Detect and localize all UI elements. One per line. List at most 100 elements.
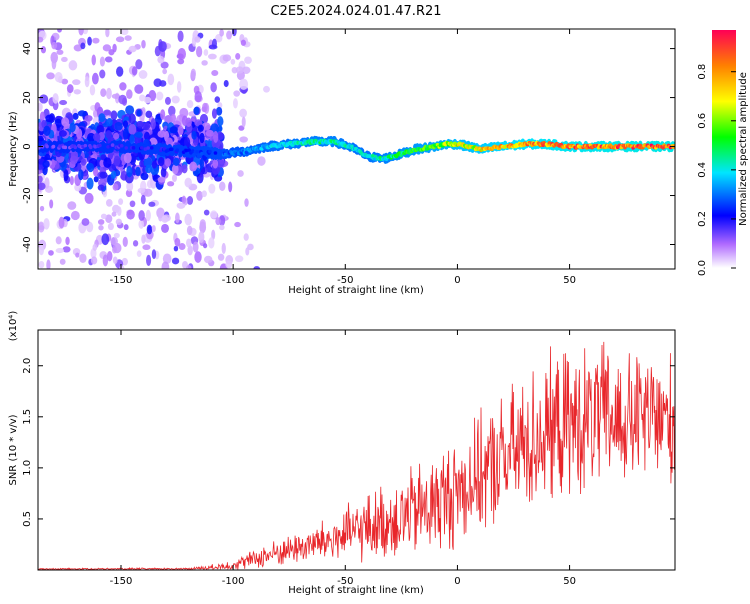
noise-blob — [151, 249, 157, 260]
snr-series-line — [38, 341, 675, 570]
ridge-core — [63, 145, 68, 150]
noise-blob — [196, 46, 203, 58]
noise-blob — [230, 58, 236, 65]
noise-blob — [84, 76, 90, 88]
noise-blob — [73, 89, 81, 95]
noise-blob — [132, 240, 139, 247]
noise-blob — [194, 90, 202, 103]
band-blob — [77, 110, 87, 117]
noise-blob — [118, 94, 127, 105]
noise-blob — [228, 181, 233, 193]
band-blob — [93, 176, 99, 183]
noise-blob — [112, 183, 119, 191]
noise-blob — [110, 237, 118, 246]
snr-x-ticks: -150 -100 -50 0 50 — [110, 330, 576, 587]
spectrogram-x-ticks: -150 -100 -50 0 50 — [110, 29, 576, 286]
noise-blob — [105, 214, 113, 224]
noise-blob — [61, 78, 69, 85]
band-blob — [160, 167, 167, 178]
band-blob — [128, 123, 137, 135]
noise-blob — [113, 232, 120, 239]
noise-blob — [162, 253, 172, 264]
band-blob — [165, 137, 173, 147]
noise-blob — [98, 225, 104, 231]
ridge-core — [73, 145, 78, 150]
noise-blob — [102, 44, 112, 52]
noise-blob — [201, 106, 207, 113]
noise-blob — [128, 45, 137, 53]
band-blob — [80, 158, 87, 166]
noise-blob — [203, 255, 213, 264]
noise-blob — [65, 236, 70, 246]
band-blob — [103, 109, 112, 116]
noise-blob — [217, 253, 225, 261]
noise-blob — [131, 66, 138, 76]
noise-blob — [69, 175, 74, 186]
noise-blob — [171, 95, 180, 104]
ridge-core — [51, 144, 56, 149]
colorbar-gradient — [712, 30, 736, 268]
snr-multiplier: (x10⁴) — [8, 311, 19, 342]
colorbar: 0.0 0.2 0.4 0.6 0.8 Normalized spectral ampl… — [697, 30, 749, 276]
x-tick-label: -150 — [110, 275, 133, 286]
noise-blob — [115, 36, 125, 43]
noise-blob — [51, 57, 57, 70]
band-blob — [98, 113, 106, 123]
noise-blob — [214, 96, 221, 103]
noise-blob — [59, 100, 68, 106]
noise-blob — [136, 250, 142, 258]
band-blob — [123, 152, 132, 164]
noise-blob — [97, 219, 105, 225]
noise-blob — [61, 56, 68, 63]
noise-blob — [112, 43, 117, 53]
band-blob — [217, 116, 224, 127]
band-blob — [114, 121, 123, 131]
band-blob — [191, 130, 197, 140]
noise-blob — [126, 89, 133, 100]
band-blob — [157, 156, 165, 167]
band-blob — [142, 122, 151, 131]
noise-blob — [245, 247, 250, 256]
noise-blob — [161, 215, 169, 223]
noise-blob — [54, 72, 63, 83]
noise-blob — [187, 245, 193, 256]
noise-blob — [39, 94, 49, 104]
noise-blob — [84, 192, 94, 204]
noise-blob — [129, 200, 136, 208]
x-tick-label: 50 — [563, 275, 576, 286]
noise-blob — [151, 225, 156, 232]
noise-blob — [219, 181, 226, 192]
noise-blob — [237, 170, 244, 177]
noise-blob — [231, 66, 238, 74]
band-blob — [171, 164, 179, 175]
band-blob — [140, 172, 149, 181]
ridge-core — [399, 153, 403, 158]
noise-blob — [52, 93, 59, 104]
noise-blob — [192, 241, 199, 253]
band-blob — [110, 110, 118, 121]
noise-blob — [38, 36, 44, 43]
x-tick-label: -50 — [337, 576, 353, 587]
noise-blob — [138, 70, 148, 79]
noise-blob — [102, 254, 109, 267]
band-blob — [76, 128, 83, 139]
noise-blob — [167, 73, 175, 86]
noise-blob — [161, 261, 170, 269]
noise-blob — [257, 156, 266, 166]
noise-blob — [40, 46, 47, 54]
band-blob — [87, 162, 95, 173]
noise-blob — [225, 260, 233, 269]
ridge-core — [93, 145, 98, 149]
y-tick-label: 0.5 — [22, 511, 33, 527]
noise-blob — [239, 136, 248, 143]
colorbar-tick-label: 0.0 — [697, 260, 708, 276]
noise-blob — [146, 224, 153, 235]
band-blob — [103, 157, 112, 168]
noise-blob — [211, 69, 219, 77]
noise-blob — [46, 72, 55, 80]
x-tick-label: -50 — [337, 275, 353, 286]
noise-blob — [89, 84, 96, 96]
noise-blob — [232, 98, 238, 109]
x-tick-label: -100 — [222, 275, 245, 286]
